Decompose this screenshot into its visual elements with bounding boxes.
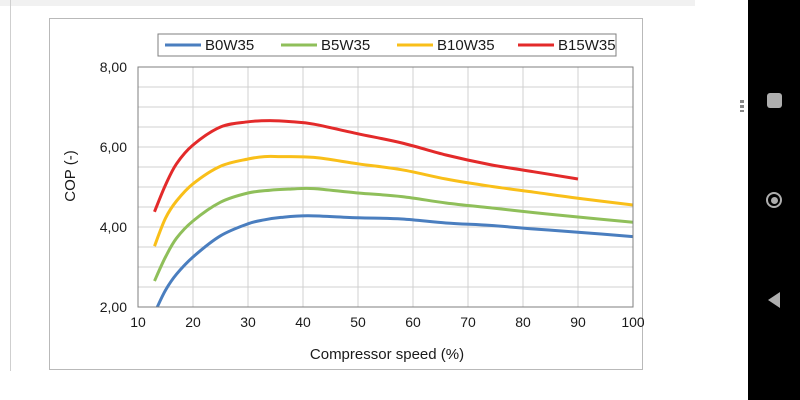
series-line-b5w35 — [153, 186, 634, 282]
legend: B0W35 B5W35 B10W35 B15W35 — [157, 33, 617, 57]
home-button[interactable] — [748, 180, 800, 220]
series-line-b15w35 — [153, 119, 579, 213]
series-layer — [153, 119, 634, 308]
y-tick-label: 8,00 — [100, 59, 127, 75]
x-tick-label: 60 — [405, 314, 421, 330]
legend-box — [157, 33, 617, 57]
recent-apps-button[interactable] — [748, 80, 800, 120]
x-tick-label: 70 — [460, 314, 476, 330]
y-tick-labels: 2,00 4,00 6,00 8,00 — [100, 59, 127, 315]
x-tick-label: 80 — [515, 314, 531, 330]
back-button[interactable] — [748, 280, 800, 320]
series-line-b0w35 — [155, 214, 634, 308]
top-divider — [0, 0, 695, 6]
x-tick-labels: 10 20 30 40 50 60 70 80 90 100 — [130, 314, 644, 330]
legend-label: B0W35 — [205, 37, 254, 54]
y-axis-title: COP (-) — [62, 150, 79, 201]
x-tick-label: 10 — [130, 314, 146, 330]
back-icon — [768, 292, 780, 308]
x-axis-title: Compressor speed (%) — [310, 346, 464, 363]
legend-label: B15W35 — [558, 37, 616, 54]
legend-label: B10W35 — [437, 37, 495, 54]
home-icon — [766, 192, 782, 208]
y-tick-label: 2,00 — [100, 299, 127, 315]
x-tick-label: 30 — [240, 314, 256, 330]
x-tick-label: 50 — [350, 314, 366, 330]
x-tick-label: 100 — [621, 314, 644, 330]
x-tick-label: 90 — [570, 314, 586, 330]
legend-label: B5W35 — [321, 37, 370, 54]
cop-chart: 2,00 4,00 6,00 8,00 10 20 30 40 50 60 70 80 90 100 C… — [49, 18, 644, 370]
grid-layer — [138, 67, 633, 307]
series-line-b10w35 — [153, 154, 634, 247]
y-tick-label: 6,00 — [100, 139, 127, 155]
plot-border — [137, 66, 634, 308]
recent-apps-icon — [766, 92, 782, 108]
x-tick-label: 40 — [295, 314, 311, 330]
left-panel-edge — [10, 0, 11, 371]
x-tick-label: 20 — [185, 314, 201, 330]
side-text-fragment — [739, 98, 748, 112]
chart-svg: 2,00 4,00 6,00 8,00 10 20 30 40 50 60 70 80 90 100 C… — [62, 33, 644, 363]
y-tick-label: 4,00 — [100, 219, 127, 235]
android-nav-bar — [748, 0, 800, 400]
